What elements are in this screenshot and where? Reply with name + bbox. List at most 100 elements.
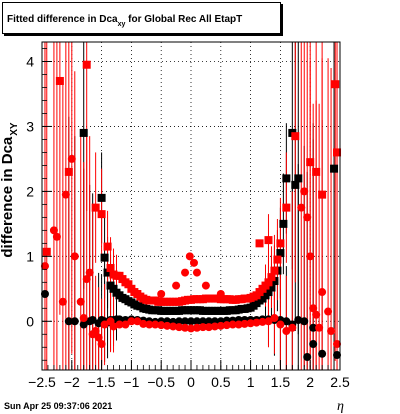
data-point-circle [309,304,318,313]
data-point-square [330,164,339,173]
data-point-circle [151,320,160,329]
data-point-square [97,210,106,219]
data-point-circle [282,327,291,336]
data-point-square [291,132,300,141]
data-point-square [264,236,273,245]
data-point-circle [288,323,297,332]
data-point-square [100,253,109,262]
data-point-circle [97,340,106,349]
data-point-circle [204,323,213,332]
data-point-square [264,288,273,297]
data-point-circle [333,340,342,349]
data-point-circle [318,288,327,297]
data-point-circle [70,317,79,326]
axis-ticks [41,48,341,370]
data-point-circle [52,232,61,241]
chart-title: Fitted difference in Dcaxy for Global Re… [7,14,242,28]
data-point-circle [49,226,58,235]
x-tick-label: 0 [187,374,195,390]
tick-labels: −2.5 −2 −1.5 −1 −0.5 0 0.5 1 1.5 2 2.5 0 1 2 3 4 [26,53,350,390]
data-point-circle [315,323,324,332]
data-point-circle [79,314,88,323]
x-tick-label: −1 [123,374,139,390]
data-point-circle [210,322,219,331]
data-point-circle [252,318,261,327]
data-point-circle [127,317,136,326]
markers [40,60,342,362]
data-point-circle [40,290,49,299]
data-point-circle [309,323,318,332]
data-point-circle [91,327,100,336]
data-point-circle [139,319,148,328]
data-point-circle [133,317,142,326]
data-point-circle [192,323,201,332]
data-point-square [294,174,303,183]
data-point-circle [300,317,309,326]
data-point-square [306,158,315,167]
data-point-circle [294,315,303,324]
data-point-circle [145,320,154,329]
data-point-circle [169,322,178,331]
x-tick-label: −0.5 [147,374,175,390]
data-point-square [267,273,276,282]
data-point-square [276,239,285,248]
data-point-circle [115,320,124,329]
data-point-square [91,203,100,212]
data-point-circle [88,315,97,324]
data-point-circle [282,317,291,326]
data-point-circle [276,320,285,329]
data-point-circle [172,281,181,290]
y-tick-label: 4 [26,53,34,69]
x-tick-label: 2 [306,374,314,390]
data-point-circle [192,317,201,326]
data-point-circle [64,317,73,326]
x-tick-label: 1.5 [271,374,291,390]
data-point-square [255,239,264,248]
data-point-circle [181,268,190,277]
data-point-circle [201,281,210,290]
data-point-circle [76,297,85,306]
data-point-circle [204,317,213,326]
data-point-circle [187,317,195,326]
data-point-square [291,180,300,189]
data-point-circle [198,323,207,332]
data-point-circle [246,319,255,328]
data-point-circle [121,320,130,329]
title-box: Fitted difference in Dcaxy for Global Re… [2,2,281,34]
data-point-square [282,174,291,183]
data-point-circle [300,187,309,196]
y-axis-label: difference in DcaXY [0,122,20,258]
data-point-square [103,268,112,277]
data-point-circle [185,252,194,261]
data-point-circle [312,310,321,319]
data-point-square [82,60,91,69]
data-point-square [64,167,73,176]
data-point-circle [100,320,109,329]
data-point-circle [228,320,237,329]
data-point-circle [61,190,70,199]
data-point-square [79,128,88,137]
data-point-circle [198,317,207,326]
data-point-circle [240,319,249,328]
data-point-circle [175,323,184,332]
data-point-circle [258,317,267,326]
data-point-circle [324,307,333,316]
data-point-circle [333,351,342,360]
data-point-circle [318,349,327,358]
y-tick-label: 3 [26,118,34,134]
data-point-circle [181,317,190,326]
data-point-circle [297,203,306,212]
data-point-circle [181,323,190,332]
data-point-square [97,193,106,202]
data-point-circle [163,321,172,330]
x-tick-label: 0.5 [211,374,231,390]
data-point-square [333,148,342,157]
data-point-circle [303,213,312,222]
data-point-circle [216,321,225,330]
x-tick-label: −2 [64,374,80,390]
x-tick-label: −1.5 [88,374,116,390]
data-point-circle [309,340,318,349]
data-point-circle [175,317,184,326]
title-svg: Fitted difference in Dcaxy for Global Re… [7,14,242,28]
y-tick-label: 0 [26,313,34,329]
